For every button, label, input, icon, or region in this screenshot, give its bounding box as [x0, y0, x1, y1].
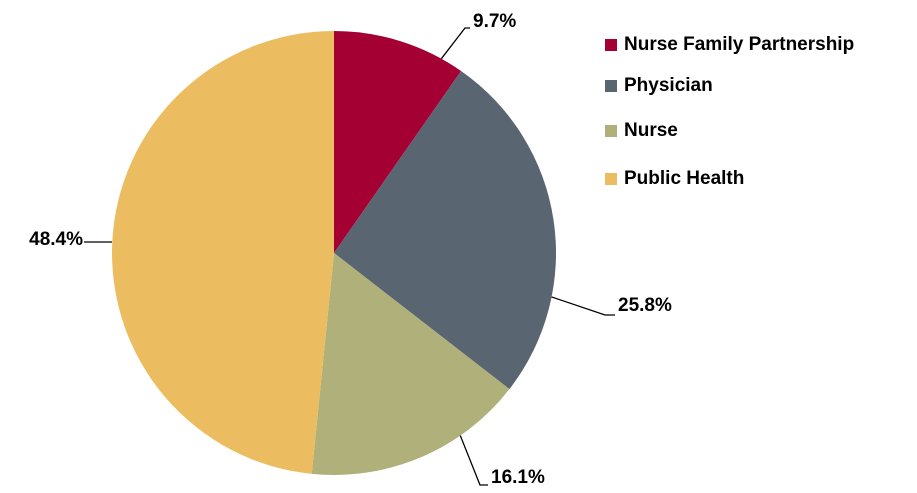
legend-swatch: [605, 173, 617, 185]
pie-slice: [112, 31, 334, 474]
legend-label: Physician: [624, 75, 713, 96]
legend-label: Nurse: [624, 120, 678, 141]
legend-label: Nurse Family Partnership: [624, 34, 854, 55]
data-label: 9.7%: [473, 11, 516, 32]
legend-swatch: [605, 80, 617, 92]
pie-slice: [334, 31, 462, 253]
data-label: 25.8%: [618, 295, 672, 316]
pie-slice: [311, 253, 510, 475]
pie-slice: [334, 70, 556, 390]
data-label: 16.1%: [491, 467, 545, 488]
leader-line: [551, 296, 615, 316]
legend-swatch: [605, 125, 617, 137]
data-label: 48.4%: [29, 229, 83, 250]
legend-label: Public Health: [624, 168, 744, 189]
legend-swatch: [605, 39, 617, 51]
leader-line: [459, 435, 488, 486]
leader-line: [440, 27, 470, 60]
